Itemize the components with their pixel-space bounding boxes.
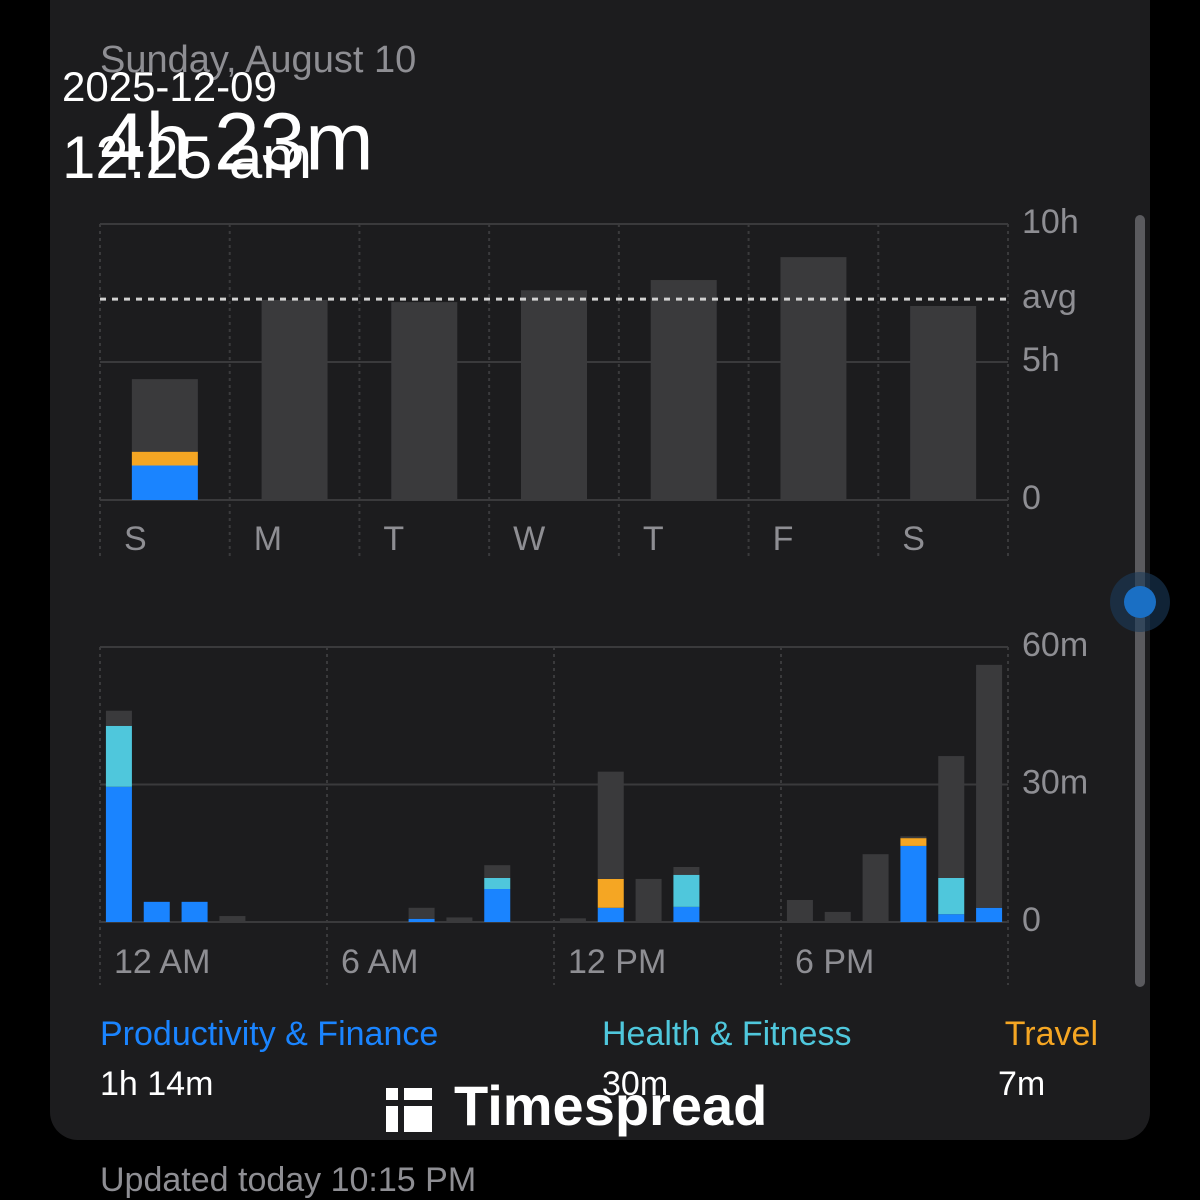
y-tick-label: 0	[1022, 901, 1041, 939]
watermark-icon	[386, 1106, 398, 1132]
bar-segment	[976, 907, 1003, 922]
legend-total: 7m	[998, 1065, 1045, 1103]
overlay-time: 12:25 am	[62, 124, 312, 191]
bar-segment	[131, 451, 198, 466]
bar-segment	[484, 889, 511, 922]
bar-segment	[824, 911, 851, 922]
bar-segment	[484, 878, 511, 889]
legend-total: 1h 14m	[100, 1065, 213, 1103]
x-tick-label: 6 PM	[795, 943, 874, 981]
scroll-handle[interactable]	[1124, 586, 1156, 618]
bar-segment	[780, 257, 847, 500]
x-tick-label: S	[902, 520, 925, 558]
watermark-icon	[404, 1088, 432, 1100]
bar-segment	[105, 725, 132, 787]
bar-segment	[635, 878, 662, 922]
bar-segment	[261, 299, 328, 500]
legend-label: Productivity & Finance	[100, 1015, 438, 1053]
bar-segment	[976, 664, 1003, 908]
bar-segment	[105, 710, 132, 726]
x-tick-label: W	[513, 520, 545, 558]
bar-segment	[408, 907, 435, 919]
footer: Updated today 10:15 PM	[100, 1161, 476, 1199]
legend-total: 30m	[602, 1065, 668, 1103]
bar-segment	[408, 918, 435, 922]
bar-segment	[862, 854, 889, 922]
x-tick-label: T	[643, 520, 664, 558]
bar-segment	[131, 465, 198, 500]
x-tick-label: 12 PM	[568, 943, 666, 981]
y-tick-label: 60m	[1022, 626, 1088, 664]
bar-segment	[597, 771, 624, 879]
watermark-icon	[404, 1106, 432, 1132]
bar-segment	[484, 865, 511, 878]
y-tick-label: 0	[1022, 479, 1041, 517]
bar-segment	[673, 874, 700, 907]
bar-segment	[900, 836, 927, 839]
x-tick-label: F	[773, 520, 794, 558]
bar-segment	[521, 290, 587, 500]
bar-segment	[181, 901, 208, 922]
legend-label: Travel	[1005, 1015, 1098, 1053]
bar-segment	[446, 917, 473, 922]
bar-segment	[597, 907, 624, 922]
x-tick-label: T	[383, 520, 404, 558]
bar-segment	[900, 838, 927, 846]
overlay-date: 2025-12-09	[62, 63, 277, 110]
x-tick-label: M	[254, 520, 282, 558]
x-tick-label: 6 AM	[341, 943, 418, 981]
bar-segment	[673, 867, 700, 875]
bar-segment	[650, 280, 717, 500]
bar-segment	[938, 756, 965, 878]
watermark-icon	[386, 1088, 398, 1100]
y-tick-label: 30m	[1022, 763, 1088, 801]
bar-segment	[391, 302, 458, 500]
bar-segment	[938, 914, 965, 922]
bar-segment	[559, 918, 586, 922]
header-date: Sunday, August 10	[100, 39, 416, 81]
bar-segment	[597, 878, 624, 908]
bar-segment	[938, 878, 965, 915]
y-tick-label: 10h	[1022, 203, 1079, 241]
watermark-text: Timespread	[454, 1074, 767, 1137]
header-total: 4h 23m	[100, 97, 374, 188]
average-label: avg	[1022, 278, 1077, 316]
bar-segment	[105, 786, 132, 922]
chart: 0 30m 60m 12 AM 6 AM 12 PM 6 PM	[99, 626, 1088, 985]
x-tick-label: S	[124, 520, 147, 558]
bar-segment	[673, 906, 700, 922]
bar-segment	[786, 900, 813, 922]
legend-label: Health & Fitness	[602, 1015, 851, 1053]
bar-segment	[219, 916, 246, 922]
x-tick-label: 12 AM	[114, 943, 210, 981]
watermark: Timespread	[386, 1074, 767, 1137]
legend: Productivity & Finance 1h 14m Health & F…	[100, 1015, 1098, 1103]
bar-segment	[910, 305, 977, 500]
bar-segment	[900, 845, 927, 922]
y-tick-label: 5h	[1022, 341, 1060, 379]
bar-segment	[143, 901, 170, 922]
bar-segment	[131, 379, 198, 452]
